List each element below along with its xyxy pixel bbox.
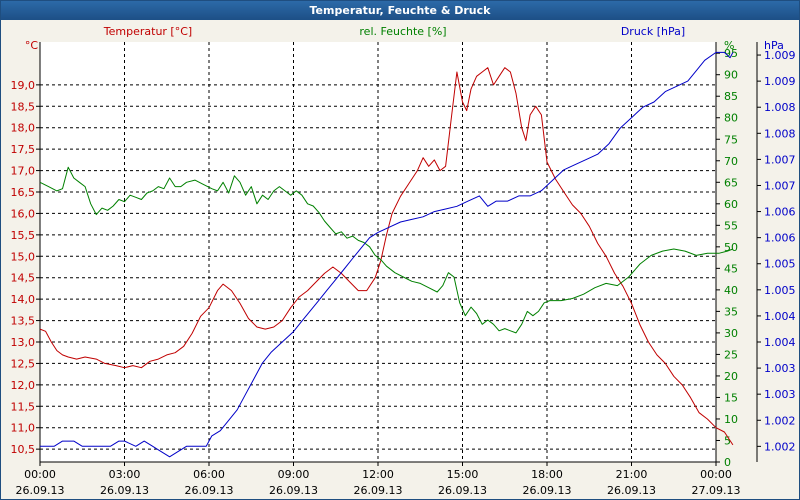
x-tick-date: 26.09.13 [269,484,318,497]
temperature-tick-label: 14,0 [11,293,36,306]
pressure-tick-label: 1.002 [764,414,796,427]
humidity-tick-label: 5 [724,434,731,447]
pressure-tick-label: 1.007 [764,153,796,166]
temperature-tick-label: 16,0 [11,207,36,220]
humidity-tick-label: 75 [724,133,738,146]
humidity-tick-label: 10 [724,413,738,426]
humidity-tick-label: 20 [724,370,738,383]
humidity-tick-label: 70 [724,155,738,168]
humidity-unit-label: % [724,39,734,52]
pressure-axis-title: Druck [hPa] [621,25,685,38]
temperature-tick-label: 11,5 [11,400,36,413]
pressure-tick-label: 1.009 [764,49,796,62]
pressure-tick-label: 1.008 [764,101,796,114]
x-tick-time: 06:00 [193,468,225,481]
temperature-tick-label: 11,0 [11,422,36,435]
pressure-tick-label: 1.002 [764,440,796,453]
humidity-axis-title: rel. Feuchte [%] [359,25,446,38]
x-tick-date: 26.09.13 [438,484,487,497]
axis-ticks: 10,5 11,0 11,5 12,0 12,5 13,0 13,5 14,0 14,5 15,0… [11,47,796,497]
grid-lines [40,42,716,462]
humidity-tick-label: 45 [724,262,738,275]
pressure-tick-label: 1.004 [764,336,796,349]
humidity-tick-label: 30 [724,327,738,340]
x-tick-time: 12:00 [362,468,394,481]
temperature-axis-title: Temperatur [°C] [103,25,192,38]
humidity-tick-label: 85 [724,90,738,103]
humidity-tick-label: 95 [724,47,738,60]
x-tick-time: 18:00 [531,468,563,481]
pressure-line [40,51,734,458]
temperature-tick-label: 10,5 [11,443,36,456]
data-series [39,51,734,458]
pressure-tick-label: 1.006 [764,206,796,219]
temperature-tick-label: 13,5 [11,315,36,328]
pressure-tick-label: 1.007 [764,179,796,192]
pressure-tick-label: 1.003 [764,388,796,401]
x-tick-date: 26.09.13 [100,484,149,497]
x-tick-time: 03:00 [109,468,141,481]
pressure-tick-label: 1.008 [764,127,796,140]
temperature-line [39,67,734,446]
x-tick-time: 21:00 [616,468,648,481]
temperature-tick-label: 18,5 [11,100,36,113]
humidity-tick-label: 40 [724,284,738,297]
x-tick-date: 26.09.13 [607,484,656,497]
humidity-tick-label: 0 [724,456,731,469]
x-tick-date: 27.09.13 [692,484,741,497]
pressure-tick-label: 1.006 [764,232,796,245]
humidity-tick-label: 80 [724,112,738,125]
humidity-tick-label: 65 [724,176,738,189]
x-tick-date: 26.09.13 [354,484,403,497]
temperature-tick-label: 15,0 [11,250,36,263]
x-tick-time: 00:00 [24,468,56,481]
x-tick-date: 26.09.13 [523,484,572,497]
x-tick-time: 09:00 [278,468,310,481]
humidity-tick-label: 90 [724,69,738,82]
humidity-tick-label: 60 [724,198,738,211]
humidity-tick-label: 55 [724,219,738,232]
pressure-tick-label: 1.005 [764,284,796,297]
window-title: Temperatur, Feuchte & Druck [1,1,799,20]
humidity-tick-label: 15 [724,391,738,404]
temperature-tick-label: 12,5 [11,357,36,370]
temperature-tick-label: 13,0 [11,336,36,349]
pressure-tick-label: 1.005 [764,258,796,271]
temperature-tick-label: 19,0 [11,79,36,92]
pressure-tick-label: 1.009 [764,75,796,88]
x-tick-time: 15:00 [447,468,479,481]
pressure-unit-label: hPa [764,39,784,52]
humidity-line [39,166,734,334]
x-tick-time: 00:00 [700,468,732,481]
temperature-tick-label: 15,5 [11,229,36,242]
temperature-tick-label: 17,5 [11,143,36,156]
x-tick-date: 26.09.13 [16,484,65,497]
x-tick-date: 26.09.13 [185,484,234,497]
temperature-tick-label: 17,0 [11,165,36,178]
pressure-tick-label: 1.004 [764,310,796,323]
humidity-tick-label: 25 [724,348,738,361]
temperature-tick-label: 18,0 [11,122,36,135]
temperature-tick-label: 14,5 [11,272,36,285]
temperature-tick-label: 12,0 [11,379,36,392]
humidity-tick-label: 35 [724,305,738,318]
temperature-unit-label: °C [25,39,39,52]
temperature-tick-label: 16,5 [11,186,36,199]
pressure-tick-label: 1.003 [764,362,796,375]
